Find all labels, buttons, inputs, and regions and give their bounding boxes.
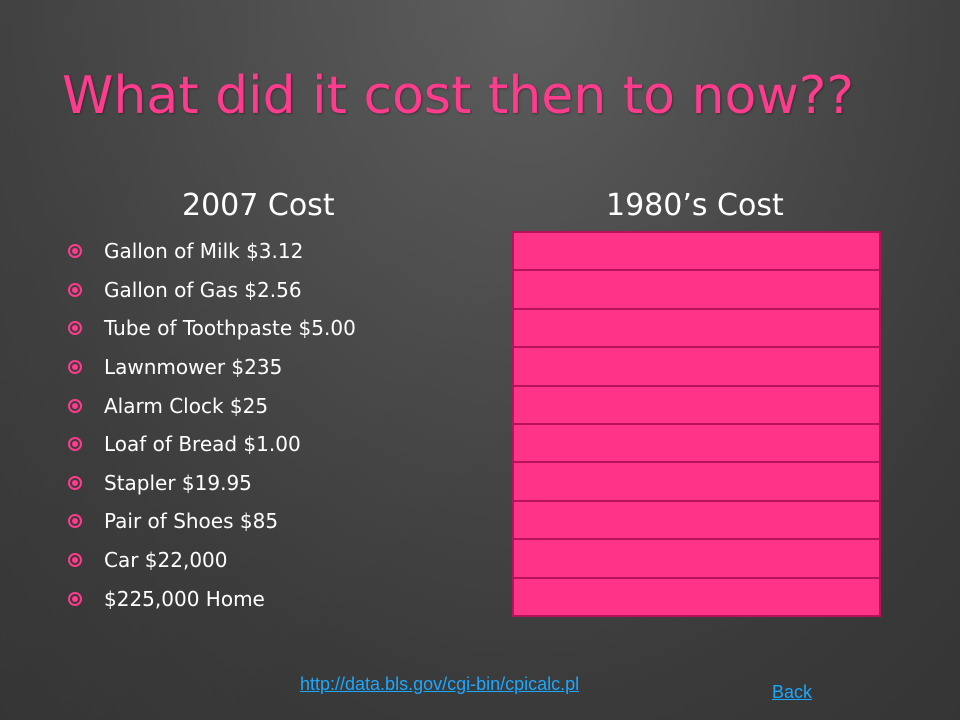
heading-1980s-cost: 1980’s Cost (606, 188, 784, 223)
bullet-icon (68, 360, 82, 375)
list-item-label: Alarm Clock $25 (104, 393, 269, 418)
list-item: Pair of Shoes $85 (68, 502, 488, 541)
bullet-icon (68, 244, 82, 259)
list-item: Gallon of Milk $3.12 (68, 232, 488, 271)
bullet-icon (68, 591, 82, 606)
answer-box[interactable] (514, 348, 879, 387)
answer-box[interactable] (514, 501, 879, 541)
list-item-label: Lawnmower $235 (104, 355, 283, 380)
list-item: Gallon of Gas $2.56 (68, 271, 488, 310)
answer-box[interactable] (514, 578, 879, 616)
back-link[interactable]: Back (772, 682, 813, 702)
slide-title: What did it cost then to now?? (62, 66, 854, 126)
heading-2007-cost: 2007 Cost (182, 188, 335, 223)
answer-box[interactable] (514, 540, 879, 579)
list-item-label: Loaf of Bread $1.00 (104, 432, 301, 457)
list-item: Alarm Clock $25 (68, 386, 488, 425)
answer-box[interactable] (514, 309, 879, 349)
list-item: Car $22,000 (68, 541, 488, 580)
answer-box[interactable] (514, 425, 879, 464)
list-item-label: Car $22,000 (104, 548, 228, 573)
price-list: Gallon of Milk $3.12 Gallon of Gas $2.56… (68, 232, 488, 618)
list-item-label: $225,000 Home (104, 586, 265, 611)
answer-box[interactable] (514, 386, 879, 426)
list-item: Loaf of Bread $1.00 (68, 425, 488, 464)
bullet-icon (68, 282, 82, 297)
list-item: Tube of Toothpaste $5.00 (68, 309, 488, 348)
list-item: Lawnmower $235 (68, 348, 488, 387)
bullet-icon (68, 321, 82, 336)
list-item-label: Pair of Shoes $85 (104, 509, 279, 534)
bullet-icon (68, 475, 82, 490)
source-link[interactable]: http://data.bls.gov/cgi-bin/cpicalc.pl (300, 674, 580, 694)
answer-box[interactable] (514, 271, 879, 310)
bullet-icon (68, 398, 82, 413)
bullet-icon (68, 514, 82, 529)
bullet-icon (68, 437, 82, 452)
list-item-label: Stapler $19.95 (104, 470, 252, 495)
list-item-label: Tube of Toothpaste $5.00 (104, 316, 356, 341)
answer-box[interactable] (514, 233, 879, 272)
list-item: Stapler $19.95 (68, 464, 488, 503)
list-item: $225,000 Home (68, 579, 488, 618)
answer-box[interactable] (514, 463, 879, 502)
list-item-label: Gallon of Gas $2.56 (104, 277, 302, 302)
bullet-icon (68, 553, 82, 568)
answer-box-column (512, 231, 881, 617)
list-item-label: Gallon of Milk $3.12 (104, 239, 304, 264)
